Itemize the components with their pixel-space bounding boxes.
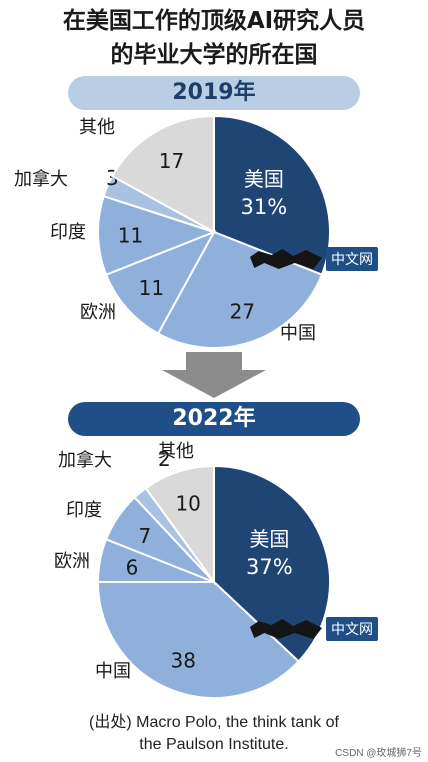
year-label-2019: 2019年: [68, 76, 360, 110]
slice-value-europe: 6: [126, 555, 139, 579]
source-line-2: the Paulson Institute.: [139, 736, 289, 753]
watermark-tag: 中文网: [326, 617, 378, 641]
slice-value-canada: 2: [158, 447, 171, 471]
slice-label-canada: 加拿大: [58, 449, 112, 471]
pie-2022: 美国 37% 38 中国 6 欧洲 7 印度 2 加拿大 10 其他: [54, 441, 331, 699]
slice-label-india: 印度: [50, 222, 86, 243]
watermark-logo-icon: [250, 249, 322, 269]
slice-label-india: 印度: [66, 500, 102, 521]
chart-title: 在美国工作的顶级AI研究人员 的毕业大学的所在国: [0, 4, 428, 72]
pie-slice-europe: [104, 230, 217, 336]
slice-label-china: 中国: [95, 661, 131, 682]
slice-label-china: 中国: [280, 323, 316, 344]
slice-value-usa: 31%: [241, 195, 288, 219]
pie-slice-usa: [213, 464, 331, 663]
slice-label-usa: 美国: [249, 527, 289, 551]
slice-label-canada: 加拿大: [14, 168, 68, 190]
pie-slice-india: [97, 194, 217, 277]
watermark-logo-icon: [250, 619, 322, 639]
slice-label-europe: 欧洲: [80, 302, 116, 323]
pie-slice-other: [110, 114, 215, 234]
slice-label-other: 其他: [79, 117, 115, 138]
slice-value-other: 17: [159, 149, 184, 173]
slice-value-europe: 11: [139, 276, 164, 300]
source-line-1: (出处) Macro Polo, the think tank of: [89, 714, 339, 731]
year-label-2022: 2022年: [68, 402, 360, 436]
watermark: 中文网: [250, 247, 378, 271]
pie-slice-other: [144, 464, 215, 586]
slice-value-india: 7: [139, 524, 152, 548]
watermark: 中文网: [250, 617, 378, 641]
title-line-2: 的毕业大学的所在国: [110, 42, 318, 68]
slice-label-europe: 欧洲: [54, 551, 90, 572]
slice-value-other: 10: [175, 492, 200, 516]
down-arrow-icon: [162, 352, 266, 398]
source-note: (出处) Macro Polo, the think tank of the P…: [0, 712, 428, 756]
slice-label-other: 其他: [158, 441, 194, 462]
slice-value-india: 11: [118, 224, 143, 248]
title-line-1: 在美国工作的顶级AI研究人员: [62, 8, 366, 34]
slice-label-usa: 美国: [244, 167, 284, 191]
slice-value-china: 27: [230, 300, 255, 324]
watermark-tag: 中文网: [326, 247, 378, 271]
pie-slice-china: [96, 581, 300, 699]
slice-value-usa: 37%: [246, 555, 293, 579]
credit: CSDN @玫城狮7号: [335, 748, 422, 759]
slice-value-china: 38: [171, 649, 196, 673]
